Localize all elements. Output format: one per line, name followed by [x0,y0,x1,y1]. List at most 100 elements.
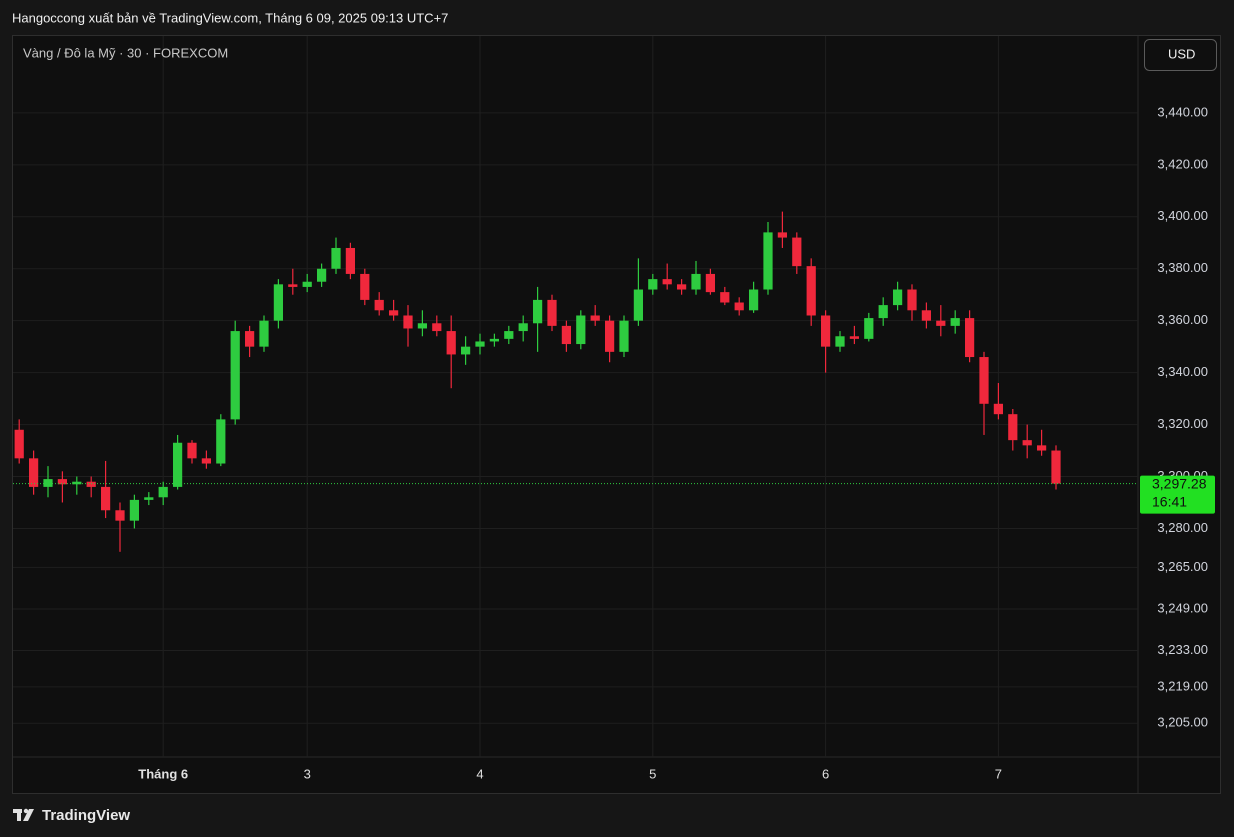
candle-body [806,266,816,316]
candle-body [878,305,888,319]
candle-body [259,320,269,347]
candle-body [662,279,672,285]
candle-body [72,481,82,485]
candle-body [676,284,687,290]
price-tag-value: 3,297.28 [1152,475,1207,491]
candle-body [475,341,485,347]
candle-body [403,315,413,329]
candle-body [835,336,845,347]
candle-body [892,289,903,306]
candle-body [432,323,442,332]
candle-body [691,273,701,290]
candle-body [547,299,557,326]
x-tick-label: 5 [649,766,656,781]
candles [13,211,1138,552]
y-tick-label: 3,380.00 [1157,260,1208,275]
candle-body [792,237,802,267]
candle-body [720,292,730,303]
symbol-label: Vàng / Đô la Mỹ · 30 · FOREXCOM [23,45,228,60]
candle-body [86,481,96,487]
candle-body [115,510,125,521]
candle-body [360,273,370,300]
candle-body [331,247,341,269]
y-tick-label: 3,249.00 [1157,600,1208,615]
y-tick-label: 3,340.00 [1157,364,1208,379]
candle-body [705,273,716,293]
candle-body [57,479,68,485]
chart-title: Hangoccong xuất bản về TradingView.com, … [12,10,448,25]
candle-body [964,318,975,358]
x-tick-label: 4 [476,766,483,781]
currency-button[interactable] [1144,39,1217,71]
candle-body [849,336,860,339]
chart-panel [12,35,1221,794]
candle-body [936,320,946,326]
candle-body [273,284,284,321]
brand-name: TradingView [42,807,130,824]
y-tick-label: 3,265.00 [1157,559,1208,574]
candle-body [460,346,471,355]
candle-body [158,486,168,498]
candle-body [288,284,298,287]
candle-body [144,497,154,500]
candle-body [561,325,572,345]
candle-body [518,323,528,332]
candle-body [921,310,932,321]
candle-body [216,419,226,464]
price-tag [1140,475,1215,514]
candle-body [302,281,312,287]
candle-body [504,331,514,339]
candle-body [374,299,384,311]
candle-body [1036,445,1047,451]
candle-body [907,289,917,311]
candle-body [993,403,1004,415]
x-tick-label: 3 [304,766,311,781]
y-tick-label: 3,205.00 [1157,715,1208,730]
price-tag-countdown: 16:41 [1152,493,1187,509]
candle-body [979,357,989,404]
x-tick-label: 7 [995,766,1002,781]
candle-body [187,442,197,459]
candle-body [604,320,615,352]
y-tick-label: 3,440.00 [1157,104,1208,119]
candle-body [345,247,356,274]
candle-body [576,315,586,345]
candle-body [748,289,759,311]
y-tick-label: 3,320.00 [1157,416,1208,431]
candle-body [619,320,629,352]
currency-label[interactable]: USD [1168,46,1195,61]
candle-body [129,499,140,521]
candle-body [633,289,644,321]
candle-body [820,315,831,347]
candle-body [763,232,773,290]
candle-body [230,331,240,420]
candle-body [417,323,428,329]
y-tick-label: 3,219.00 [1157,678,1208,693]
candle-body [172,442,183,487]
candle-body [648,279,658,290]
candle-body [43,479,53,487]
y-tick-label: 3,360.00 [1157,312,1208,327]
candle-body [388,310,399,316]
candle-body [777,232,788,238]
candle-body [1051,450,1061,484]
brand-logo [13,808,34,821]
x-tick-label: 6 [822,766,829,781]
candle-body [316,268,327,282]
candle-body [1008,414,1018,441]
y-tick-label: 3,280.00 [1157,520,1208,535]
y-tick-label: 3,400.00 [1157,208,1208,223]
candle-body [28,458,39,487]
candle-body [201,458,212,464]
y-tick-label: 3,420.00 [1157,156,1208,171]
y-tick-label: 3,233.00 [1157,642,1208,657]
candle-body [1022,440,1032,446]
candle-body [244,331,255,347]
candle-body [14,429,24,459]
candle-body [489,338,500,342]
candle-body [100,486,111,511]
candle-body [864,318,874,339]
candle-body [734,302,744,311]
candle-body [590,315,600,321]
